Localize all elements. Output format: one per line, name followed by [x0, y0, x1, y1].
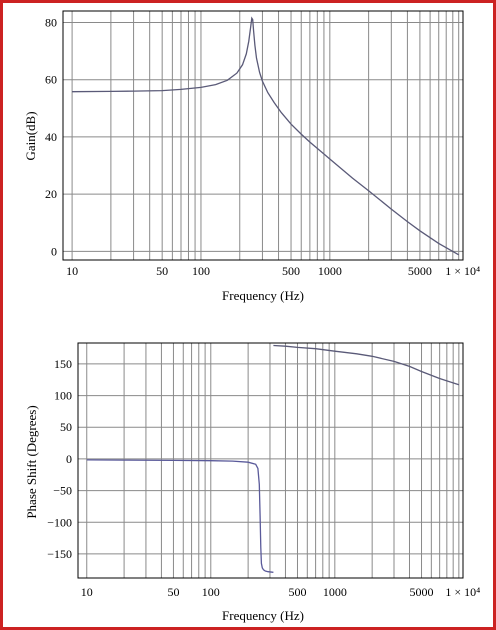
gain-y-axis-label: Gain(dB) — [23, 111, 38, 160]
gain-x-axis-label: Frequency (Hz) — [222, 288, 304, 303]
gain-x-tick-label: 5000 — [408, 264, 432, 278]
gain-x-tick-label: 50 — [156, 264, 168, 278]
gain-x-tick-label: 100 — [192, 264, 210, 278]
gain-y-tick-label: 40 — [45, 130, 57, 144]
gain-x-tick-label: 1000 — [318, 264, 342, 278]
gain-series-line-1 — [72, 16, 460, 256]
gain-y-tick-label: 20 — [45, 187, 57, 201]
gain-x-tick-label: 500 — [282, 264, 300, 278]
gain-x-tick-label: 10 — [66, 264, 78, 278]
gain-grid — [63, 11, 463, 260]
gain-y-tick-label: 60 — [45, 73, 57, 87]
gain-y-tick-label: 0 — [51, 244, 57, 258]
gain-x-tick-label: 1 × 10⁴ — [445, 264, 480, 278]
gain-y-tick-label: 80 — [45, 15, 57, 29]
gain-chart: 10 50 100 500 1000 5000 1 × 10⁴ 0 20 40 60 80 Frequ… — [23, 10, 480, 303]
gain-plot-background — [63, 11, 463, 260]
gain-plot-frame — [62, 10, 464, 261]
gain-plot-area: 10 50 100 500 1000 5000 1 × 10⁴ 0 20 40 60 80 — [45, 10, 480, 278]
